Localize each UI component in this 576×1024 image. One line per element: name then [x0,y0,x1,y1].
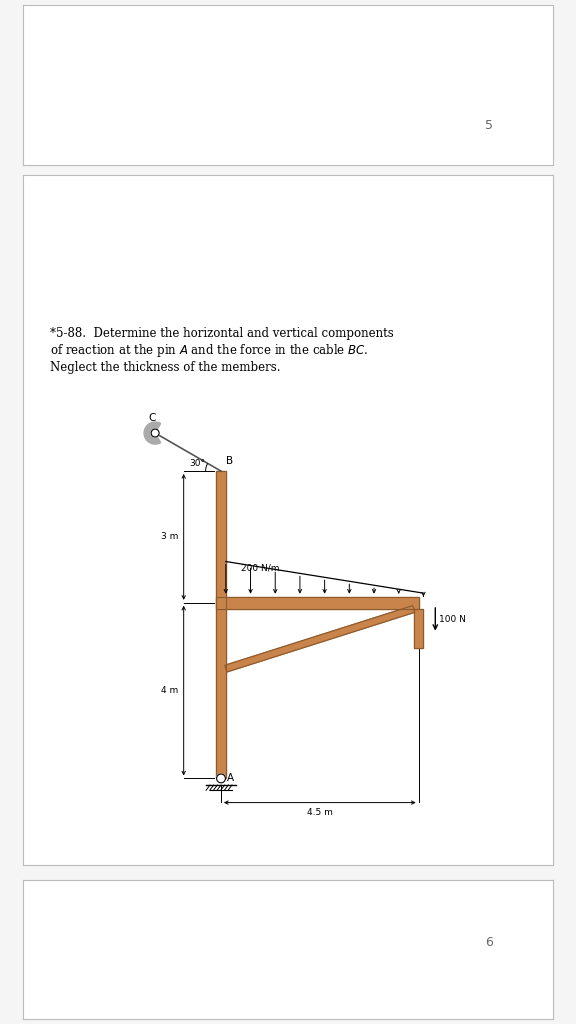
Bar [216,471,226,778]
Text: 100 N: 100 N [439,614,465,624]
Bar [216,597,419,609]
Bar [414,609,423,648]
Polygon shape [225,605,415,672]
Polygon shape [144,422,161,444]
Text: 30°: 30° [189,459,205,468]
Text: 5: 5 [486,119,494,131]
Text: A: A [227,773,234,783]
Text: 4.5 m: 4.5 m [307,808,333,817]
Bar [216,471,226,778]
Text: C: C [148,414,156,423]
Bar [414,609,423,648]
Text: 4 m: 4 m [161,686,179,695]
Text: B: B [226,456,233,466]
Circle shape [217,774,225,782]
Bar [216,597,419,609]
Text: *5-88.  Determine the horizontal and vertical components
of reaction at the pin : *5-88. Determine the horizontal and vert… [50,327,393,374]
Text: 3 m: 3 m [161,532,179,542]
Text: 200 N/m: 200 N/m [241,564,280,572]
Text: 6: 6 [486,936,493,949]
Circle shape [151,429,159,437]
